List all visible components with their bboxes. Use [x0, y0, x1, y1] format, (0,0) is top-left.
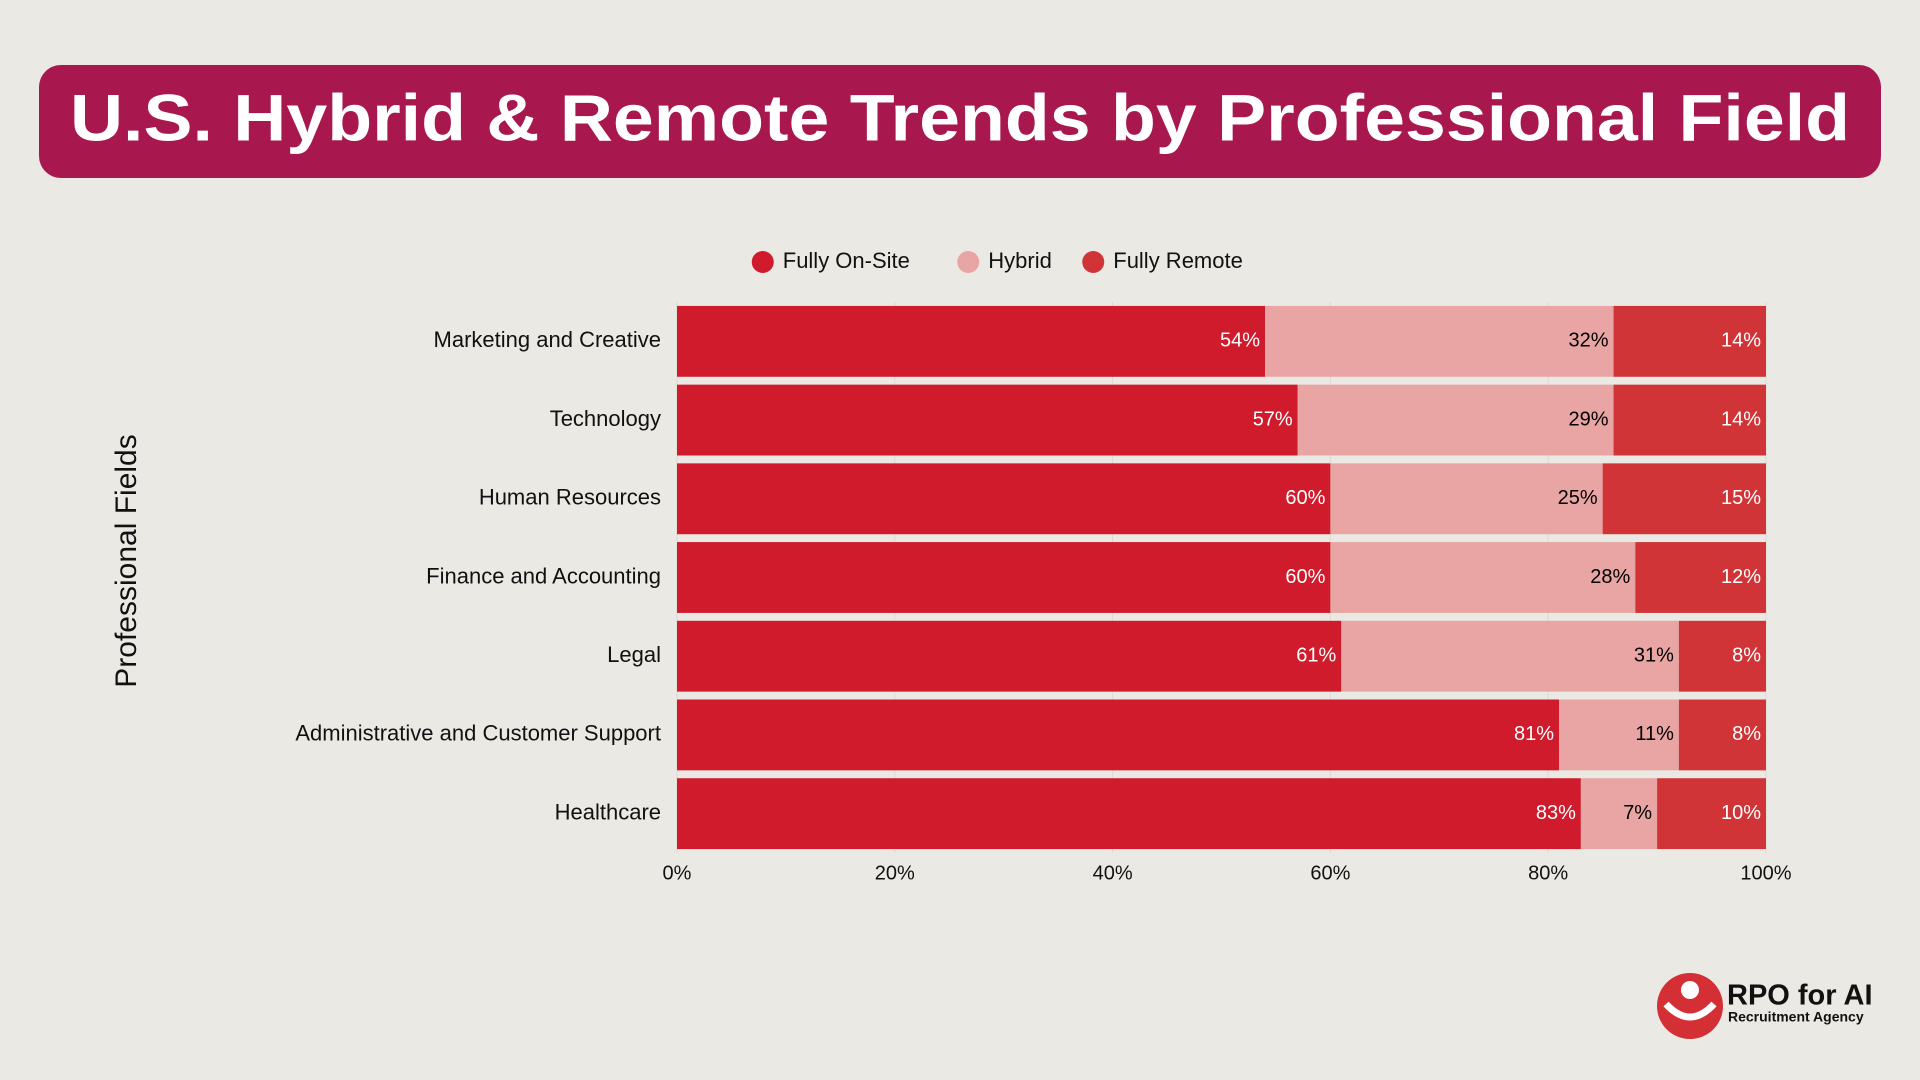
- bar-segment: [1635, 542, 1766, 613]
- x-tick-label: 100%: [1740, 862, 1791, 884]
- data-label: 32%: [1569, 330, 1609, 352]
- data-label: 7%: [1623, 802, 1652, 824]
- bar-segment: [677, 463, 1331, 535]
- y-tick-label: Technology: [550, 406, 661, 431]
- y-tick-label: Human Resources: [479, 485, 661, 510]
- y-tick-label: Legal: [607, 642, 661, 667]
- data-label: 81%: [1514, 723, 1554, 745]
- logo-icon: [1657, 973, 1723, 1039]
- bar-segment: [1613, 384, 1766, 456]
- y-tick-label: Finance and Accounting: [426, 563, 661, 588]
- bar-segment: [677, 542, 1331, 613]
- legend-label: Hybrid: [988, 248, 1052, 273]
- logo-name: RPO for AI: [1727, 980, 1873, 1012]
- data-label: 61%: [1296, 644, 1336, 666]
- data-label: 15%: [1721, 487, 1761, 509]
- bar-segment: [1613, 305, 1766, 377]
- data-label: 28%: [1590, 566, 1630, 588]
- data-label: 10%: [1721, 802, 1761, 824]
- bar-segment: [1330, 542, 1636, 613]
- bar-segment: [1330, 463, 1603, 535]
- x-tick-label: 80%: [1528, 862, 1568, 884]
- bar-segment: [1678, 699, 1766, 771]
- legend-swatch: [957, 251, 980, 273]
- bar-segment: [677, 305, 1266, 377]
- legend-label: Fully On-Site: [783, 248, 910, 273]
- logo-icon-smile: [1663, 1001, 1717, 1021]
- chart-title: U.S. Hybrid & Remote Trends by Professio…: [70, 80, 1850, 154]
- x-tick-label: 20%: [875, 862, 915, 884]
- bar-segment: [1580, 778, 1658, 850]
- logo-icon-dot: [1681, 981, 1699, 999]
- data-label: 57%: [1253, 408, 1293, 430]
- data-label: 11%: [1635, 723, 1674, 745]
- data-label: 25%: [1558, 487, 1598, 509]
- y-tick-label: Marketing and Creative: [434, 327, 661, 352]
- y-axis-label: Professional Fields: [110, 434, 143, 687]
- data-label: 60%: [1285, 566, 1325, 588]
- legend-label: Fully Remote: [1113, 248, 1243, 273]
- title-banner: [39, 65, 1881, 178]
- data-label: 60%: [1285, 487, 1325, 509]
- logo-tagline: Recruitment Agency: [1728, 1009, 1864, 1025]
- bar-segment: [1602, 463, 1766, 535]
- y-tick-label: Healthcare: [555, 799, 661, 824]
- bar-segment: [1678, 620, 1766, 692]
- logo: RPO for AI Recruitment Agency: [1657, 973, 1873, 1039]
- bar-segment: [677, 778, 1581, 850]
- x-tick-label: 40%: [1093, 862, 1133, 884]
- data-label: 83%: [1536, 802, 1576, 824]
- bar-segment: [677, 620, 1342, 692]
- x-tick-label: 60%: [1310, 862, 1350, 884]
- legend-swatch: [751, 251, 774, 273]
- data-label: 12%: [1721, 566, 1761, 588]
- bar-segment: [1657, 778, 1766, 850]
- data-label: 31%: [1634, 644, 1674, 666]
- bar-segment: [1265, 305, 1614, 377]
- data-label: 29%: [1569, 408, 1609, 430]
- x-tick-label: 0%: [663, 862, 692, 884]
- bar-segment: [677, 384, 1298, 456]
- data-label: 14%: [1721, 408, 1761, 430]
- bar-segment: [1297, 384, 1614, 456]
- bar-segment: [1341, 620, 1679, 692]
- data-label: 8%: [1732, 723, 1761, 745]
- data-label: 54%: [1220, 330, 1260, 352]
- y-tick-label: Administrative and Customer Support: [295, 721, 661, 746]
- bar-segment: [677, 699, 1560, 771]
- legend-swatch: [1082, 251, 1105, 273]
- data-label: 8%: [1732, 644, 1761, 666]
- data-label: 14%: [1721, 330, 1761, 352]
- bar-segment: [1559, 699, 1679, 771]
